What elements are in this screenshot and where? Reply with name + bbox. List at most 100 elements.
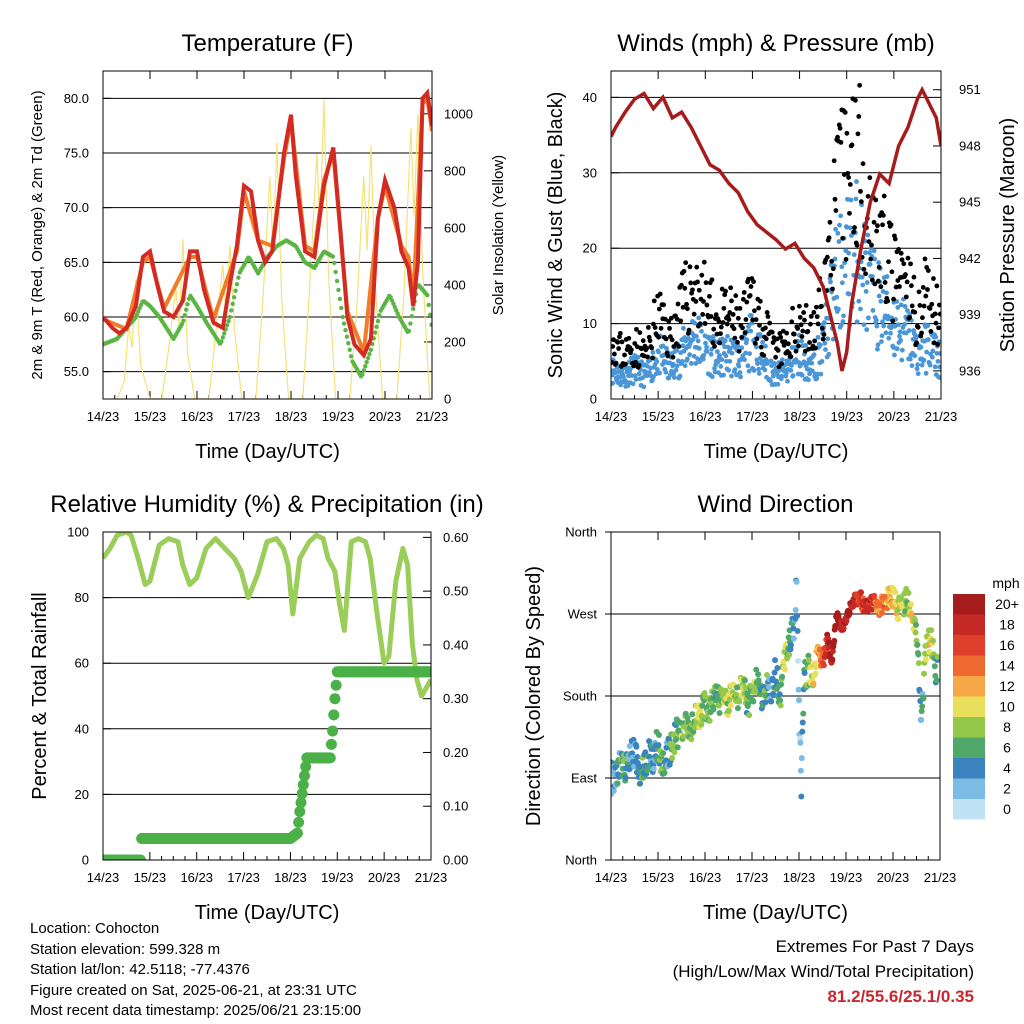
gust-point <box>888 222 894 228</box>
wind-point <box>929 354 935 360</box>
colorbar-label: 8 <box>1003 719 1011 735</box>
wind-point <box>780 357 785 363</box>
wind-point <box>699 328 704 334</box>
y2-tick-label: 0.10 <box>443 799 468 814</box>
temp-2m-line <box>103 88 432 360</box>
wind-point <box>779 373 785 379</box>
wind-point <box>657 370 663 376</box>
plot-border <box>610 531 941 861</box>
wind-point <box>937 351 941 356</box>
direction-point <box>812 670 819 677</box>
gust-point <box>754 336 760 342</box>
gust-point <box>891 296 896 302</box>
direction-point <box>777 697 784 704</box>
wind-point <box>898 302 904 308</box>
gust-point <box>915 324 921 330</box>
gust-point <box>876 264 882 270</box>
gust-point <box>700 312 706 317</box>
wind-point <box>835 230 841 236</box>
gust-point <box>779 361 784 367</box>
wind-point <box>915 371 921 377</box>
x-tick-label: 14/23 <box>595 870 628 885</box>
wind-point <box>656 349 661 355</box>
wind-point <box>876 260 881 266</box>
wind-point <box>823 347 828 352</box>
gust-point <box>632 341 638 346</box>
wind-point <box>719 357 725 363</box>
precip-point <box>134 854 146 860</box>
wind-point <box>660 343 666 349</box>
x-tick-label: 21/23 <box>415 870 448 885</box>
wind-point <box>641 384 647 390</box>
gust-point <box>921 303 927 309</box>
direction-point <box>922 656 929 663</box>
wind-point <box>848 197 854 203</box>
wind-point <box>872 256 878 262</box>
y-tick-label: 40 <box>75 721 89 736</box>
wind-point <box>788 367 794 373</box>
precip-point <box>300 761 312 773</box>
gust-point <box>860 161 866 167</box>
direction-point <box>689 711 696 718</box>
y-tick-label: 80 <box>75 590 89 605</box>
colorbar-label: 14 <box>999 658 1015 674</box>
wind-point <box>677 373 683 379</box>
y-tick-label: 0 <box>590 392 597 407</box>
wind-point <box>809 368 815 374</box>
gust-point <box>872 281 878 287</box>
wind-point <box>709 374 715 380</box>
direction-point <box>673 735 680 742</box>
dewpoint-point <box>220 335 226 340</box>
gust-point <box>846 175 851 180</box>
wind-point <box>866 315 871 321</box>
y-tick-label: 65.0 <box>64 255 89 270</box>
wind-point <box>725 333 730 339</box>
gust-point <box>623 361 628 367</box>
wind-point <box>847 225 853 231</box>
direction-point <box>858 589 865 596</box>
y2-tick-label: 1000 <box>444 106 473 121</box>
gust-point <box>707 293 712 299</box>
colorbar-swatch <box>953 676 985 697</box>
x-tick-label: 19/23 <box>322 409 355 424</box>
wind-point <box>839 264 845 270</box>
gust-point <box>807 340 812 345</box>
gust-point <box>820 336 826 342</box>
gust-point <box>723 288 728 294</box>
gust-point <box>808 321 813 327</box>
wind-point <box>688 361 694 366</box>
direction-point <box>633 743 640 750</box>
gust-point <box>903 294 909 300</box>
panel-2: Relative Humidity (%) & Precipitation (i… <box>29 491 484 924</box>
gust-point <box>752 340 758 346</box>
wind-point <box>821 320 827 326</box>
dewpoint-point <box>227 314 233 320</box>
gust-point <box>742 330 748 336</box>
wind-point <box>895 322 901 328</box>
direction-point <box>913 621 920 628</box>
direction-point <box>793 578 800 585</box>
panel-title: Relative Humidity (%) & Precipitation (i… <box>50 491 483 518</box>
gust-point <box>769 329 775 335</box>
gust-point <box>626 335 632 341</box>
y-tick-label: 60.0 <box>64 310 89 325</box>
x-axis-label: Time (Day/UTC) <box>704 441 849 463</box>
direction-point <box>790 635 797 642</box>
wind-point <box>729 350 735 356</box>
gust-point <box>717 340 723 346</box>
gust-point <box>665 353 671 359</box>
gust-point <box>880 212 886 218</box>
wind-point <box>869 274 875 279</box>
direction-point <box>742 684 749 691</box>
x-tick-label: 15/23 <box>642 409 675 424</box>
gust-point <box>718 331 723 337</box>
wind-point <box>861 322 867 328</box>
direction-point <box>637 780 644 787</box>
direction-point <box>611 788 617 795</box>
gust-point <box>726 317 732 323</box>
gust-point <box>908 261 913 267</box>
x-tick-label: 16/23 <box>181 409 214 424</box>
dewpoint-point <box>330 254 336 259</box>
gust-point <box>835 134 840 140</box>
